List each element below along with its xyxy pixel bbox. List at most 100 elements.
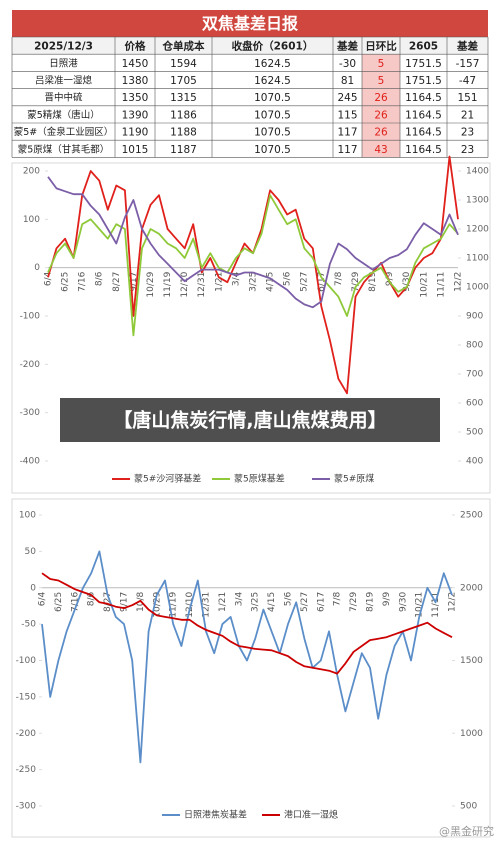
x-tick-label: 5/6 [284,591,294,606]
table-title-bar [12,10,488,37]
table-header-bg [12,37,488,55]
y-tick-label: -400 [20,457,41,467]
y-tick-label: 50 [25,547,37,557]
x-tick-label: 7/8 [333,591,343,606]
table-cell: 23 [461,127,474,139]
y-tick-label: 100 [19,511,36,521]
table-header-cell: 2025/12/3 [34,41,93,53]
x-tick-label: 9/30 [402,271,412,291]
table-cell: 115 [337,109,357,121]
y-tick-label: 200 [23,167,40,177]
x-tick-label: 12/2 [448,592,458,612]
table-cell: 1380 [122,75,149,87]
x-tick-label: 12/31 [202,592,212,618]
x-tick-label: 8/19 [366,591,376,611]
table-cell: 43 [374,144,387,156]
table-cell: 1164.5 [405,92,442,104]
x-tick-label: 6/17 [316,592,326,612]
table-header-cell: 2605 [409,41,438,53]
x-tick-label: 9/9 [382,591,392,606]
table-cell: 26 [374,109,388,121]
y-tick-label: -250 [16,765,37,775]
y2-tick-label: 1100 [466,254,489,264]
x-tick-label: 9/30 [398,591,408,611]
table-cell: -47 [459,75,476,87]
y2-tick-label: 800 [466,341,483,351]
y2-tick-label: 2000 [460,583,483,593]
x-tick-label: 5/27 [300,592,310,612]
y2-tick-label: 400 [466,457,483,467]
table-cell: 蒙5精煤（唐山） [27,109,100,121]
x-tick-label: 12/31 [197,272,207,298]
table-cell: 1186 [170,109,197,121]
series-line [47,194,459,337]
y-tick-label: -200 [16,729,37,739]
table-cell: 晋中中硫 [44,92,83,104]
table-header-cell: 日环比 [365,40,397,53]
banner-bg [60,398,440,442]
table-cell: 蒙5原煤（甘其毛都） [18,143,110,155]
x-tick-label: 8/19 [368,271,378,291]
series-line [47,176,459,309]
series-line [41,550,453,764]
table-cell: 1315 [170,92,197,104]
table-cell: 26 [374,92,388,104]
x-tick-label: 7/29 [349,591,359,611]
y-tick-label: -300 [16,802,37,812]
table-title: 双焦基差日报 [202,14,298,33]
y2-tick-label: 600 [466,399,483,409]
x-tick-label: 3/25 [251,592,261,612]
y2-tick-label: 1000 [466,283,489,293]
table-cell: -30 [339,58,356,70]
table-cell: -157 [456,58,480,70]
table-cell: 1350 [122,92,149,104]
y2-tick-label: 500 [460,802,477,812]
x-tick-label: 12/10 [180,271,190,297]
table-cell: 1190 [122,127,149,139]
x-tick-label: 11/11 [431,592,441,618]
table-header-cell: 基差 [456,40,478,53]
x-tick-label: 9/9 [385,271,395,286]
table-cell: 蒙5#（金泉工业园区） [14,126,114,138]
x-tick-label: 8/6 [95,271,105,286]
chart-frame [11,162,491,494]
table-cell: 1164.5 [405,109,442,121]
x-tick-label: 9/17 [129,272,139,292]
table-cell: 1070.5 [254,144,291,156]
change-cell [362,105,400,123]
table-cell: 1164.5 [405,127,442,139]
table-header-cell: 价格 [125,40,146,53]
x-tick-label: 6/4 [38,591,48,606]
y-tick-label: -200 [20,360,41,370]
table-cell: 245 [337,92,357,104]
table-cell: 5 [378,58,385,70]
chart-frame [11,498,491,838]
y-tick-label: -100 [20,312,41,322]
table-cell: 1450 [122,58,149,70]
x-tick-label: 3/4 [231,271,241,286]
y2-tick-label: 1300 [466,196,489,206]
table-cell: 1070.5 [254,127,291,139]
x-tick-label: 6/4 [44,271,54,286]
change-cell [362,140,400,158]
legend-label: 蒙5#原煤 [334,473,374,485]
x-tick-label: 10/21 [419,272,429,298]
y-tick-label: -150 [16,692,37,702]
table-cell: 23 [461,144,474,156]
y-tick-label: -100 [16,656,37,666]
table-cell: 1705 [170,75,197,87]
legend-label: 港口准一湿熄 [284,809,338,821]
table-cell: 5 [378,75,385,87]
table-cell: 1188 [170,127,197,139]
x-tick-label: 3/4 [234,591,244,606]
x-tick-label: 9/17 [120,592,130,612]
x-tick-label: 10/29 [146,271,156,297]
x-tick-label: 11/19 [169,591,179,617]
x-tick-label: 10/29 [152,591,162,617]
x-tick-label: 8/27 [112,272,122,292]
x-tick-label: 5/27 [300,272,310,292]
legend-label: 日照港焦炭基差 [184,809,247,821]
y-tick-label: -300 [20,408,41,418]
legend-label: 蒙5原煤基差 [234,473,285,485]
